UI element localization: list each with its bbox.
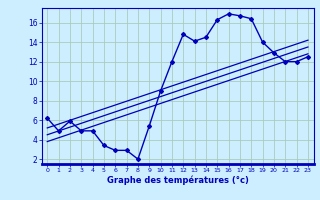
X-axis label: Graphe des températures (°c): Graphe des températures (°c): [107, 176, 249, 185]
